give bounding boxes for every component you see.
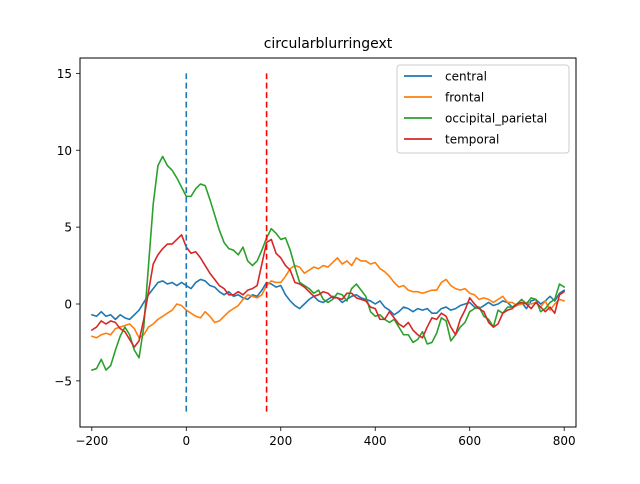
y-tick-label: −5 [54,374,72,388]
plot-frame [79,57,577,428]
legend-label-frontal: frontal [445,91,484,105]
legend-label-occipital-parietal: occipital_parietal [445,112,547,126]
x-tick-label: 400 [364,434,387,448]
legend-label-central: central [445,70,487,84]
series-line-frontal [91,257,565,339]
legend-label-temporal: temporal [445,133,499,147]
series-line-central [91,278,565,321]
series-line-temporal [91,234,565,348]
x-tick-label: 800 [553,434,576,448]
series-line-occipital-parietal [91,155,565,371]
x-tick-label: 0 [182,434,190,448]
chart-title: circularblurringext [264,36,393,52]
y-tick-label: 5 [64,221,72,235]
y-tick-label: 0 [64,298,72,312]
legend: central frontal occipital_parietal temporal [396,64,570,154]
x-axis: −200 0 200 400 600 800 [75,427,576,448]
series-layer [91,155,565,371]
y-tick-label: 10 [57,144,72,158]
y-tick-label: 15 [57,67,72,81]
y-axis: −5 0 5 10 15 [54,67,80,388]
x-tick-label: −200 [75,434,108,448]
x-tick-label: 200 [269,434,292,448]
legend-items: central frontal occipital_parietal temporal [404,70,547,147]
legend-box [396,64,570,154]
x-tick-label: 600 [458,434,481,448]
